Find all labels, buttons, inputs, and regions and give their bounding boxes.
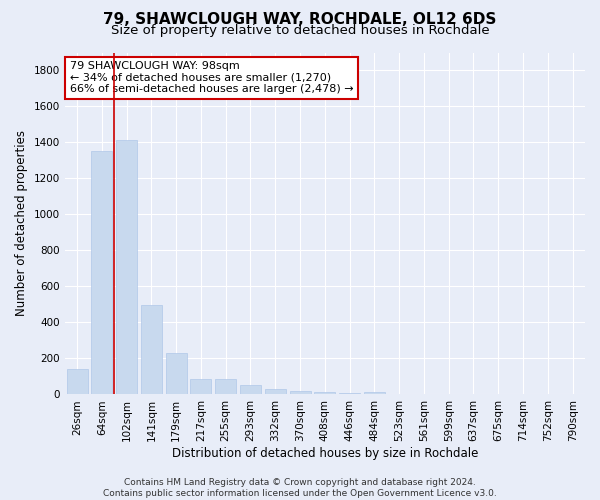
- Bar: [116, 140, 137, 394]
- Bar: [240, 386, 261, 394]
- Text: 79 SHAWCLOUGH WAY: 98sqm
← 34% of detached houses are smaller (1,270)
66% of sem: 79 SHAWCLOUGH WAY: 98sqm ← 34% of detach…: [70, 61, 353, 94]
- Bar: [190, 379, 211, 394]
- Bar: [215, 379, 236, 394]
- Bar: [364, 392, 385, 394]
- Bar: [91, 150, 112, 394]
- Bar: [339, 392, 360, 394]
- X-axis label: Distribution of detached houses by size in Rochdale: Distribution of detached houses by size …: [172, 447, 478, 460]
- Text: Contains HM Land Registry data © Crown copyright and database right 2024.
Contai: Contains HM Land Registry data © Crown c…: [103, 478, 497, 498]
- Bar: [265, 389, 286, 394]
- Text: 79, SHAWCLOUGH WAY, ROCHDALE, OL12 6DS: 79, SHAWCLOUGH WAY, ROCHDALE, OL12 6DS: [103, 12, 497, 28]
- Text: Size of property relative to detached houses in Rochdale: Size of property relative to detached ho…: [110, 24, 490, 37]
- Bar: [290, 391, 311, 394]
- Bar: [67, 370, 88, 394]
- Bar: [314, 392, 335, 394]
- Y-axis label: Number of detached properties: Number of detached properties: [15, 130, 28, 316]
- Bar: [141, 306, 162, 394]
- Bar: [166, 354, 187, 395]
